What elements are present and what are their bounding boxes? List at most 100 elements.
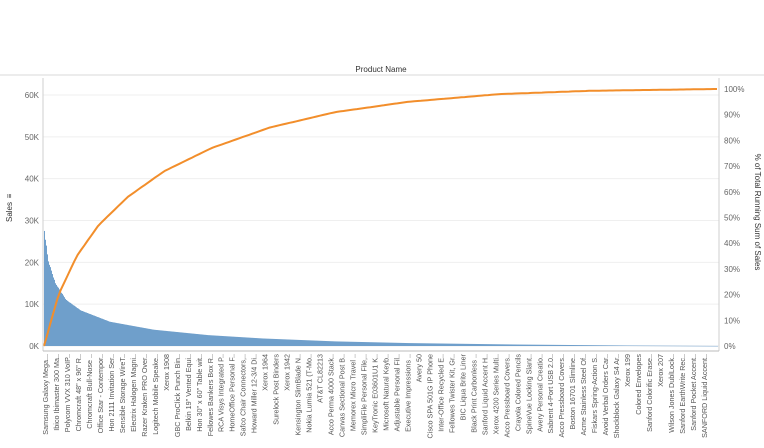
bar [676,345,677,347]
bar [103,319,104,346]
bar [691,345,692,347]
bar [623,345,624,346]
bar [502,344,503,346]
bar [337,341,338,346]
bar [256,338,257,346]
bar [186,332,187,346]
bar [194,333,195,346]
bar [189,333,190,346]
bar [458,343,459,346]
bar [395,342,396,346]
bar [530,344,531,346]
bar [211,335,212,346]
x-category-label: Sensible Storage WireT.. [118,354,127,433]
bar [591,345,592,346]
filter-icon[interactable]: ≡ [5,193,14,198]
bar [311,340,312,346]
bar [543,344,544,346]
bar [67,300,68,346]
bar [403,342,404,346]
bar [477,343,478,346]
bar [550,344,551,346]
bar [80,310,81,346]
bar [525,344,526,346]
bar [455,343,456,346]
bar [659,345,660,347]
bar [373,342,374,346]
bar [230,336,231,346]
bar [713,345,714,347]
bar [358,341,359,346]
bar [228,336,229,346]
x-category-label: Acco Pressboard Covers.. [557,354,566,438]
bar [231,336,232,346]
bar [90,314,91,346]
bar [448,343,449,346]
bar [684,345,685,347]
bar [556,344,557,346]
bar [658,345,659,347]
bar [227,336,228,346]
bar [111,322,112,346]
bar [566,344,567,346]
bar [412,343,413,346]
bar [615,345,616,346]
bar [382,342,383,346]
bar [698,345,699,347]
bar [443,343,444,346]
bar [223,336,224,346]
bar [206,334,207,346]
bar [503,344,504,346]
x-category-label: Inter-Office Recycled E.. [436,354,445,432]
bar [157,330,158,346]
x-category-label: Razer Kraken PRO Over.. [140,354,149,437]
bar [410,343,411,346]
bar [372,342,373,346]
bar [215,335,216,346]
bar [521,344,522,346]
bar [618,345,619,346]
bar [197,334,198,346]
bar [198,334,199,346]
bar [470,343,471,346]
bar [155,329,156,346]
x-category-label: Acco Perma 4000 Stack.. [327,354,336,435]
x-category-label: HomeOffice Personal F.. [228,354,237,432]
bar [679,345,680,347]
bar [270,338,271,346]
bar [168,331,169,346]
bar [175,331,176,346]
y2-tick-label: 50% [724,214,740,223]
bar [677,345,678,347]
bar [409,343,410,346]
bar [239,337,240,346]
bar [613,345,614,346]
bar [573,345,574,346]
bar [304,340,305,346]
bar [190,333,191,346]
bar [451,343,452,346]
bar [153,329,154,346]
bar [529,344,530,346]
bar [435,343,436,346]
bar [715,345,716,347]
x-category-label: Cisco SPA 501G IP Phone [425,354,434,438]
bar [346,341,347,346]
bar [415,343,416,346]
bar [655,345,656,347]
bar [598,345,599,346]
bar [91,314,92,346]
x-category-label: Kensington SlimBlade N.. [294,354,303,436]
bar [71,303,72,346]
bar [560,344,561,346]
bar [426,343,427,346]
bar [505,344,506,346]
bar [642,345,643,347]
bar [682,345,683,347]
x-category-label: SANFORD Liquid Accent.. [700,354,709,438]
bar [249,337,250,346]
bar [518,344,519,346]
bar [527,344,528,346]
bar [457,343,458,346]
bar [102,318,103,346]
